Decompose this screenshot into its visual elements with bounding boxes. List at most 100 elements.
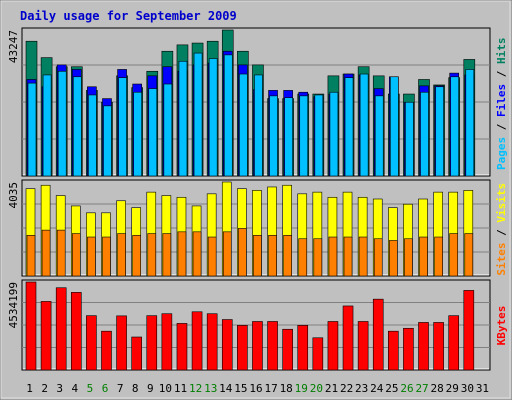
bar-pages-day-23 [359, 73, 369, 177]
bar-sites-day-5 [87, 236, 96, 277]
bar-pages-day-28 [435, 86, 444, 177]
bar-kbytes-day-22 [342, 305, 354, 371]
chart-title: Daily usage for September 2009 [20, 9, 237, 23]
bar-kbytes-day-5 [86, 315, 97, 371]
bar-kbytes-day-15 [237, 325, 248, 371]
bar-kbytes-day-18 [282, 328, 293, 371]
legend: Pages / Files / Hits [495, 38, 508, 171]
day-label-2: 2 [41, 382, 48, 395]
bar-sites-day-10 [162, 233, 172, 277]
legend-text: Sites / Visits [495, 183, 508, 276]
bar-kbytes-day-21 [327, 321, 339, 371]
bar-sites-day-22 [343, 236, 353, 277]
bar-kbytes-day-23 [357, 321, 369, 371]
day-label-15: 15 [234, 382, 247, 395]
bar-sites-day-28 [434, 236, 443, 277]
day-label-24: 24 [370, 382, 384, 395]
legend-/: / [495, 117, 508, 137]
bar-kbytes-day-28 [433, 322, 444, 371]
legend-visits: Visits [495, 183, 508, 223]
day-label-30: 30 [461, 382, 474, 395]
series-kbytes [25, 281, 475, 371]
y-max-label: 43247 [7, 30, 20, 63]
bar-pages-day-21 [329, 91, 339, 177]
bar-pages-day-22 [344, 77, 354, 177]
bar-kbytes-day-9 [146, 315, 158, 371]
bar-sites-day-14 [222, 231, 232, 277]
bar-kbytes-day-1 [25, 281, 37, 371]
bar-sites-day-25 [389, 240, 398, 277]
bar-kbytes-day-29 [448, 315, 460, 371]
bar-pages-day-8 [133, 91, 142, 177]
bar-kbytes-day-2 [40, 301, 52, 371]
bar-pages-day-4 [72, 76, 82, 177]
bar-pages-day-17 [269, 95, 278, 177]
day-label-1: 1 [26, 382, 33, 395]
bar-pages-day-10 [163, 83, 173, 177]
day-label-29: 29 [446, 382, 459, 395]
bar-sites-day-17 [268, 235, 277, 277]
legend-text: KBytes [495, 306, 508, 346]
day-label-23: 23 [355, 382, 368, 395]
bar-sites-day-6 [102, 236, 111, 277]
legend-text: Pages / Files / Hits [495, 38, 508, 171]
bar-kbytes-day-24 [372, 298, 384, 371]
bar-kbytes-day-7 [116, 315, 127, 371]
legend-/: / [495, 64, 508, 84]
day-label-16: 16 [249, 382, 262, 395]
bar-sites-day-7 [117, 233, 126, 277]
bar-kbytes-day-17 [267, 321, 278, 371]
bar-kbytes-day-3 [55, 287, 67, 371]
bar-sites-day-2 [41, 229, 51, 277]
bar-sites-day-26 [404, 238, 413, 277]
legend: Sites / Visits [495, 183, 508, 276]
day-label-6: 6 [102, 382, 109, 395]
bar-sites-day-11 [177, 231, 187, 277]
day-label-21: 21 [325, 382, 338, 395]
bar-pages-day-18 [284, 97, 293, 177]
day-label-5: 5 [87, 382, 94, 395]
bar-pages-day-19 [299, 95, 309, 177]
bar-kbytes-day-8 [131, 336, 142, 371]
day-label-8: 8 [132, 382, 139, 395]
bar-sites-day-9 [147, 233, 157, 277]
bar-kbytes-day-12 [191, 311, 203, 371]
bar-pages-day-1 [27, 82, 37, 177]
bar-sites-day-16 [253, 235, 262, 277]
day-label-3: 3 [56, 382, 63, 395]
bar-pages-day-5 [88, 94, 97, 177]
day-label-10: 10 [159, 382, 172, 395]
legend-files: Files [495, 84, 508, 117]
day-label-11: 11 [174, 382, 187, 395]
day-label-9: 9 [147, 382, 154, 395]
bar-kbytes-day-6 [101, 330, 112, 371]
bar-pages-day-25 [390, 76, 399, 177]
bar-sites-day-30 [464, 233, 474, 277]
day-label-17: 17 [264, 382, 277, 395]
bar-kbytes-day-30 [463, 290, 475, 371]
bar-sites-day-13 [207, 236, 217, 277]
legend: KBytes [495, 306, 508, 346]
bar-pages-day-12 [193, 52, 203, 177]
panel-visits-sites: 4035 Sites / Visits [7, 179, 508, 277]
bar-kbytes-day-20 [312, 337, 324, 371]
y-max-label: 4035 [7, 182, 20, 209]
bar-kbytes-day-10 [161, 313, 173, 371]
day-label-28: 28 [431, 382, 444, 395]
bar-pages-day-27 [420, 91, 429, 177]
bar-kbytes-day-27 [418, 322, 429, 371]
bar-sites-day-29 [449, 233, 459, 277]
bar-pages-day-16 [254, 74, 263, 177]
bar-pages-day-13 [208, 58, 218, 177]
bar-sites-day-15 [238, 228, 247, 277]
bar-sites-day-18 [283, 235, 292, 277]
bar-kbytes-day-19 [297, 325, 309, 371]
bar-kbytes-day-14 [221, 319, 233, 371]
bar-sites-day-8 [132, 235, 141, 277]
bar-sites-day-1 [26, 235, 36, 277]
day-label-22: 22 [340, 382, 353, 395]
bar-pages-day-9 [148, 88, 158, 177]
bar-kbytes-day-11 [176, 323, 188, 371]
